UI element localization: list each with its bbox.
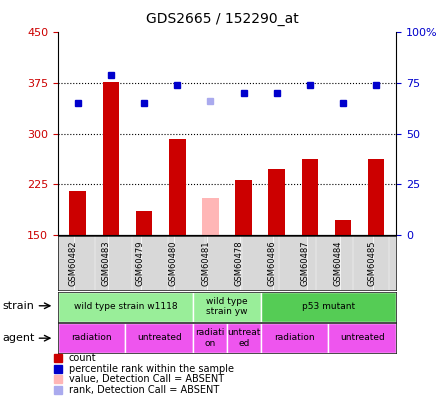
Text: GSM60485: GSM60485 [367, 241, 376, 286]
Text: GSM60481: GSM60481 [202, 241, 210, 286]
Bar [193, 323, 227, 353]
Text: wild type
strain yw: wild type strain yw [206, 297, 248, 316]
Bar [193, 292, 261, 322]
Text: percentile rank within the sample: percentile rank within the sample [69, 364, 234, 374]
Bar [328, 323, 396, 353]
Bar [261, 323, 328, 353]
Text: untreated: untreated [340, 333, 384, 343]
Bar [125, 323, 193, 353]
Text: GDS2665 / 152290_at: GDS2665 / 152290_at [146, 12, 299, 26]
Bar [58, 323, 125, 353]
Text: strain: strain [2, 301, 34, 311]
Text: GSM60478: GSM60478 [235, 241, 243, 286]
Text: value, Detection Call = ABSENT: value, Detection Call = ABSENT [69, 375, 224, 384]
Text: agent: agent [2, 333, 35, 343]
Text: radiation: radiation [71, 333, 112, 343]
Bar [261, 292, 396, 322]
Text: untreat
ed: untreat ed [227, 328, 261, 347]
Bar [335, 220, 351, 235]
Bar [268, 169, 285, 235]
Text: radiation: radiation [274, 333, 315, 343]
Text: GSM60484: GSM60484 [334, 241, 343, 286]
Bar [302, 159, 318, 235]
Text: GSM60480: GSM60480 [168, 241, 177, 286]
Bar [368, 159, 384, 235]
Text: untreated: untreated [137, 333, 182, 343]
Text: GSM60487: GSM60487 [301, 241, 310, 286]
Bar [202, 198, 218, 235]
Text: GSM60483: GSM60483 [102, 241, 111, 286]
Bar [235, 179, 252, 235]
Text: p53 mutant: p53 mutant [302, 302, 355, 311]
Text: GSM60479: GSM60479 [135, 241, 144, 286]
Bar [136, 211, 152, 235]
Text: wild type strain w1118: wild type strain w1118 [74, 302, 177, 311]
Bar [227, 323, 261, 353]
Text: radiati
on: radiati on [195, 328, 225, 347]
Text: rank, Detection Call = ABSENT: rank, Detection Call = ABSENT [69, 385, 219, 395]
Bar [69, 191, 86, 235]
Text: GSM60482: GSM60482 [69, 241, 78, 286]
Bar [58, 292, 193, 322]
Bar [103, 82, 119, 235]
Text: count: count [69, 354, 97, 363]
Bar [169, 139, 186, 235]
Text: GSM60486: GSM60486 [268, 241, 277, 286]
